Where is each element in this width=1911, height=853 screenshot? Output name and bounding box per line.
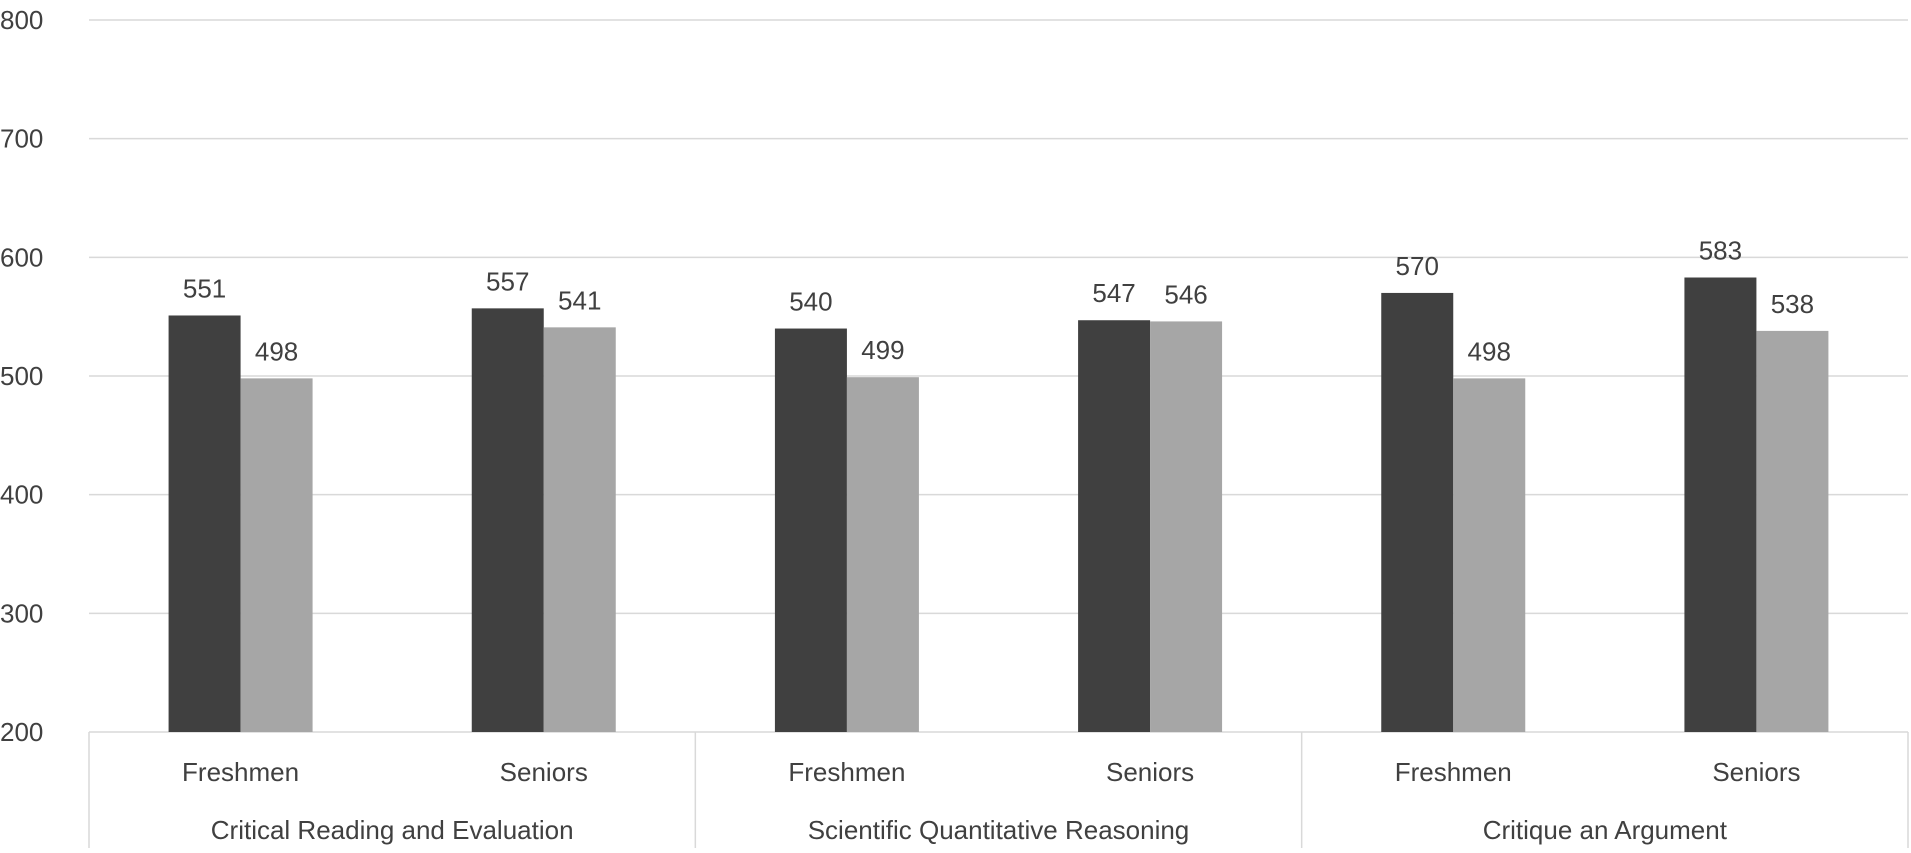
data-label: 583 <box>1699 236 1742 266</box>
data-label: 538 <box>1771 289 1814 319</box>
group-label: Scientific Quantitative Reasoning <box>808 815 1190 845</box>
data-label: 546 <box>1164 279 1207 309</box>
y-tick-label: 300 <box>0 598 43 628</box>
data-label: 498 <box>1468 336 1511 366</box>
category-label: Freshmen <box>1395 757 1512 787</box>
bar <box>543 327 616 732</box>
data-label: 551 <box>183 273 226 303</box>
bar <box>1150 321 1223 732</box>
bar <box>168 315 241 732</box>
data-label: 498 <box>255 336 298 366</box>
y-tick-label: 600 <box>0 242 43 272</box>
category-label: Freshmen <box>788 757 905 787</box>
y-tick-label: 700 <box>0 124 43 154</box>
bar <box>1381 292 1454 732</box>
bar <box>240 378 313 732</box>
bar <box>1453 378 1526 732</box>
group-label: Critique an Argument <box>1483 815 1728 845</box>
data-label: 540 <box>789 287 832 317</box>
data-label: 499 <box>861 335 904 365</box>
bar <box>471 308 544 732</box>
category-label: Seniors <box>1106 757 1194 787</box>
y-tick-label: 400 <box>0 480 43 510</box>
category-label: Freshmen <box>182 757 299 787</box>
bar <box>1078 320 1151 732</box>
bar <box>846 377 919 732</box>
y-tick-label: 500 <box>0 361 43 391</box>
y-tick-label: 800 <box>0 5 43 35</box>
group-label: Critical Reading and Evaluation <box>211 815 574 845</box>
y-tick-label: 200 <box>0 717 43 747</box>
data-label: 541 <box>558 285 601 315</box>
data-label: 570 <box>1396 251 1439 281</box>
category-label: Seniors <box>1712 757 1800 787</box>
bar <box>774 328 847 732</box>
bar <box>1756 330 1829 732</box>
category-label: Seniors <box>500 757 588 787</box>
bar <box>1684 277 1757 732</box>
data-label: 557 <box>486 266 529 296</box>
data-label: 547 <box>1092 278 1135 308</box>
